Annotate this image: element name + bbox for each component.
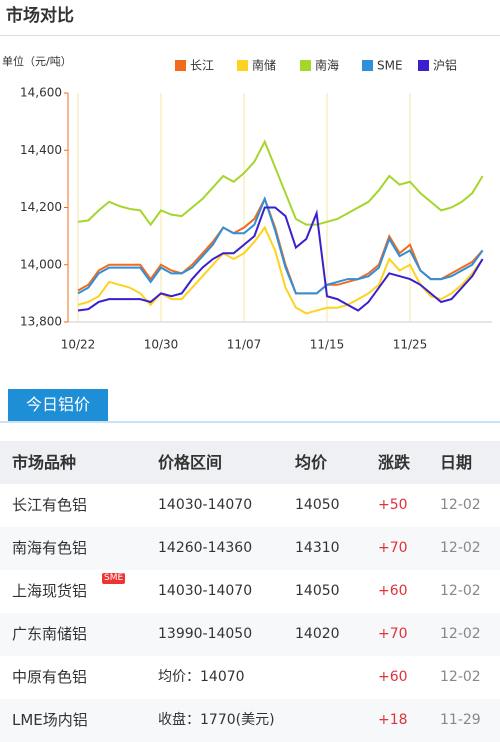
header-cell: 日期 xyxy=(440,453,473,472)
cell: 14030-14070 xyxy=(158,583,253,599)
legend-swatch xyxy=(237,60,248,71)
cell: 上海现货铝 xyxy=(12,582,88,600)
header-cell: 市场品种 xyxy=(12,453,77,472)
table-header: 市场品种 价格区间 均价 涨跌 日期 xyxy=(0,441,500,484)
tab[interactable]: 今日铝价 xyxy=(8,389,108,421)
cell: 12-02 xyxy=(440,583,481,599)
header-cell: 价格区间 xyxy=(158,453,223,472)
y-tick-label: 14,200 xyxy=(20,200,62,214)
cell: +50 xyxy=(378,497,408,513)
series-line xyxy=(77,225,484,315)
x-tick-label: 11/15 xyxy=(310,338,345,352)
cell: 南海有色铝 xyxy=(12,539,88,557)
chart: 单位（元/吨） 10/22 10/30 11/07 11/15 11/25 13,800 1… xyxy=(2,54,492,352)
cell: 均价：14070 xyxy=(158,669,245,685)
cell: 14050 xyxy=(295,583,340,599)
badge: SME xyxy=(102,573,126,584)
cell: 收盘：1770(美元) xyxy=(158,712,275,728)
divider xyxy=(0,421,500,423)
unit-label: 单位（元/吨） xyxy=(2,54,72,68)
legend-label: 南储 xyxy=(252,58,276,73)
price-table: 市场品种 价格区间 均价 涨跌 日期长江有色铝 14030-14070 14050 +50 12… xyxy=(0,441,500,742)
x-tick-label: 11/25 xyxy=(393,338,428,352)
divider xyxy=(0,35,500,36)
page-title: 市场对比 xyxy=(6,6,74,26)
cell: 长江有色铝 xyxy=(12,496,88,514)
cell: 12-02 xyxy=(440,626,481,642)
table-row: 广东南储铝 13990-14050 14020 +70 12-02 xyxy=(0,613,500,656)
legend-label: SME xyxy=(377,59,403,73)
cell: 14260-14360 xyxy=(158,540,253,556)
cell: +60 xyxy=(378,583,408,599)
legend-label: 南海 xyxy=(315,58,339,73)
table-row: 上海现货铝 14030-14070 14050 +60 12-02 SME xyxy=(0,570,500,613)
cell: 12-02 xyxy=(440,540,481,556)
cell: 14050 xyxy=(295,497,340,513)
legend-swatch xyxy=(418,60,429,71)
table-row: LME场内铝 收盘：1770(美元) +18 11-29 xyxy=(0,699,500,742)
cell: +18 xyxy=(378,712,408,728)
legend-swatch xyxy=(362,60,373,71)
y-tick-label: 14,000 xyxy=(20,257,62,271)
table-row: 长江有色铝 14030-14070 14050 +50 12-02 xyxy=(0,484,500,527)
x-tick-label: 10/30 xyxy=(144,338,179,352)
y-tick-label: 13,800 xyxy=(20,315,62,329)
table-row: 中原有色铝 均价：14070 +60 12-02 xyxy=(0,656,500,699)
legend-swatch xyxy=(300,60,311,71)
cell: 11-29 xyxy=(440,712,481,728)
cell: 广东南储铝 xyxy=(12,625,88,643)
cell: +70 xyxy=(378,540,408,556)
y-tick-label: 14,600 xyxy=(20,86,62,100)
cell: 12-02 xyxy=(440,497,481,513)
legend-label: 沪铝 xyxy=(433,58,457,73)
x-tick-label: 10/22 xyxy=(61,338,96,352)
cell: 13990-14050 xyxy=(158,626,253,642)
legend-swatch xyxy=(175,60,186,71)
cell: 14310 xyxy=(295,540,340,556)
cell: LME场内铝 xyxy=(12,711,88,729)
series-line xyxy=(77,139,484,227)
cell: 12-02 xyxy=(440,669,481,685)
series-line xyxy=(77,206,484,312)
cell: 14020 xyxy=(295,626,340,642)
legend-label: 长江 xyxy=(190,59,214,73)
cell: 中原有色铝 xyxy=(12,668,88,686)
cell: 14030-14070 xyxy=(158,497,253,513)
cell: +70 xyxy=(378,626,408,642)
table-row: 南海有色铝 14260-14360 14310 +70 12-02 xyxy=(0,527,500,570)
x-tick-label: 11/07 xyxy=(227,338,262,352)
y-tick-label: 14,400 xyxy=(20,143,62,157)
cell: +60 xyxy=(378,669,408,685)
header-cell: 均价 xyxy=(295,453,328,472)
header-cell: 涨跌 xyxy=(378,453,411,472)
series-line xyxy=(77,196,484,295)
